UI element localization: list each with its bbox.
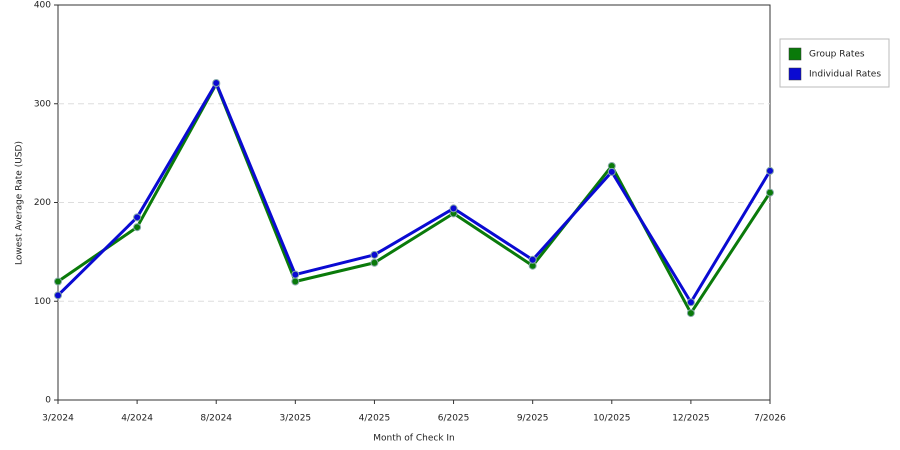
- x-tick-label: 4/2024: [121, 414, 153, 424]
- x-tick-label: 3/2025: [279, 414, 311, 424]
- data-point: [133, 213, 142, 222]
- legend-swatch: [788, 67, 802, 81]
- data-point: [766, 188, 774, 197]
- x-tick-label: 3/2024: [42, 414, 74, 424]
- y-axis-label: Lowest Average Rate (USD): [15, 141, 25, 265]
- x-tick-label: 6/2025: [438, 414, 470, 424]
- data-point: [607, 167, 616, 176]
- x-tick-label: 8/2024: [200, 414, 232, 424]
- data-point: [449, 204, 458, 213]
- x-tick-label: 12/2025: [672, 414, 709, 424]
- legend-label: Group Rates: [809, 50, 865, 60]
- y-tick-label: 200: [34, 198, 51, 208]
- y-tick-label: 400: [34, 1, 51, 11]
- x-tick-label: 9/2025: [517, 414, 549, 424]
- legend-label: Individual Rates: [809, 70, 881, 80]
- data-point: [54, 277, 62, 286]
- data-point: [528, 255, 537, 264]
- data-point: [370, 250, 379, 259]
- data-point: [766, 166, 774, 175]
- y-tick-label: 0: [45, 396, 51, 406]
- x-tick-label: 4/2025: [359, 414, 391, 424]
- series-line: [56, 81, 772, 304]
- x-tick-label: 7/2026: [754, 414, 786, 424]
- legend-swatch: [788, 47, 802, 61]
- data-point: [54, 291, 62, 300]
- x-tick-label: 10/2025: [593, 414, 630, 424]
- x-axis-label: Month of Check In: [373, 434, 455, 444]
- data-point: [686, 309, 695, 318]
- data-point: [291, 277, 300, 286]
- data-point: [212, 79, 221, 88]
- y-tick-label: 100: [34, 297, 51, 307]
- series-line: [57, 82, 772, 315]
- data-point: [133, 223, 142, 232]
- data-point: [370, 258, 379, 267]
- y-tick-label: 300: [34, 99, 51, 109]
- data-point: [686, 298, 695, 307]
- data-point: [291, 270, 300, 279]
